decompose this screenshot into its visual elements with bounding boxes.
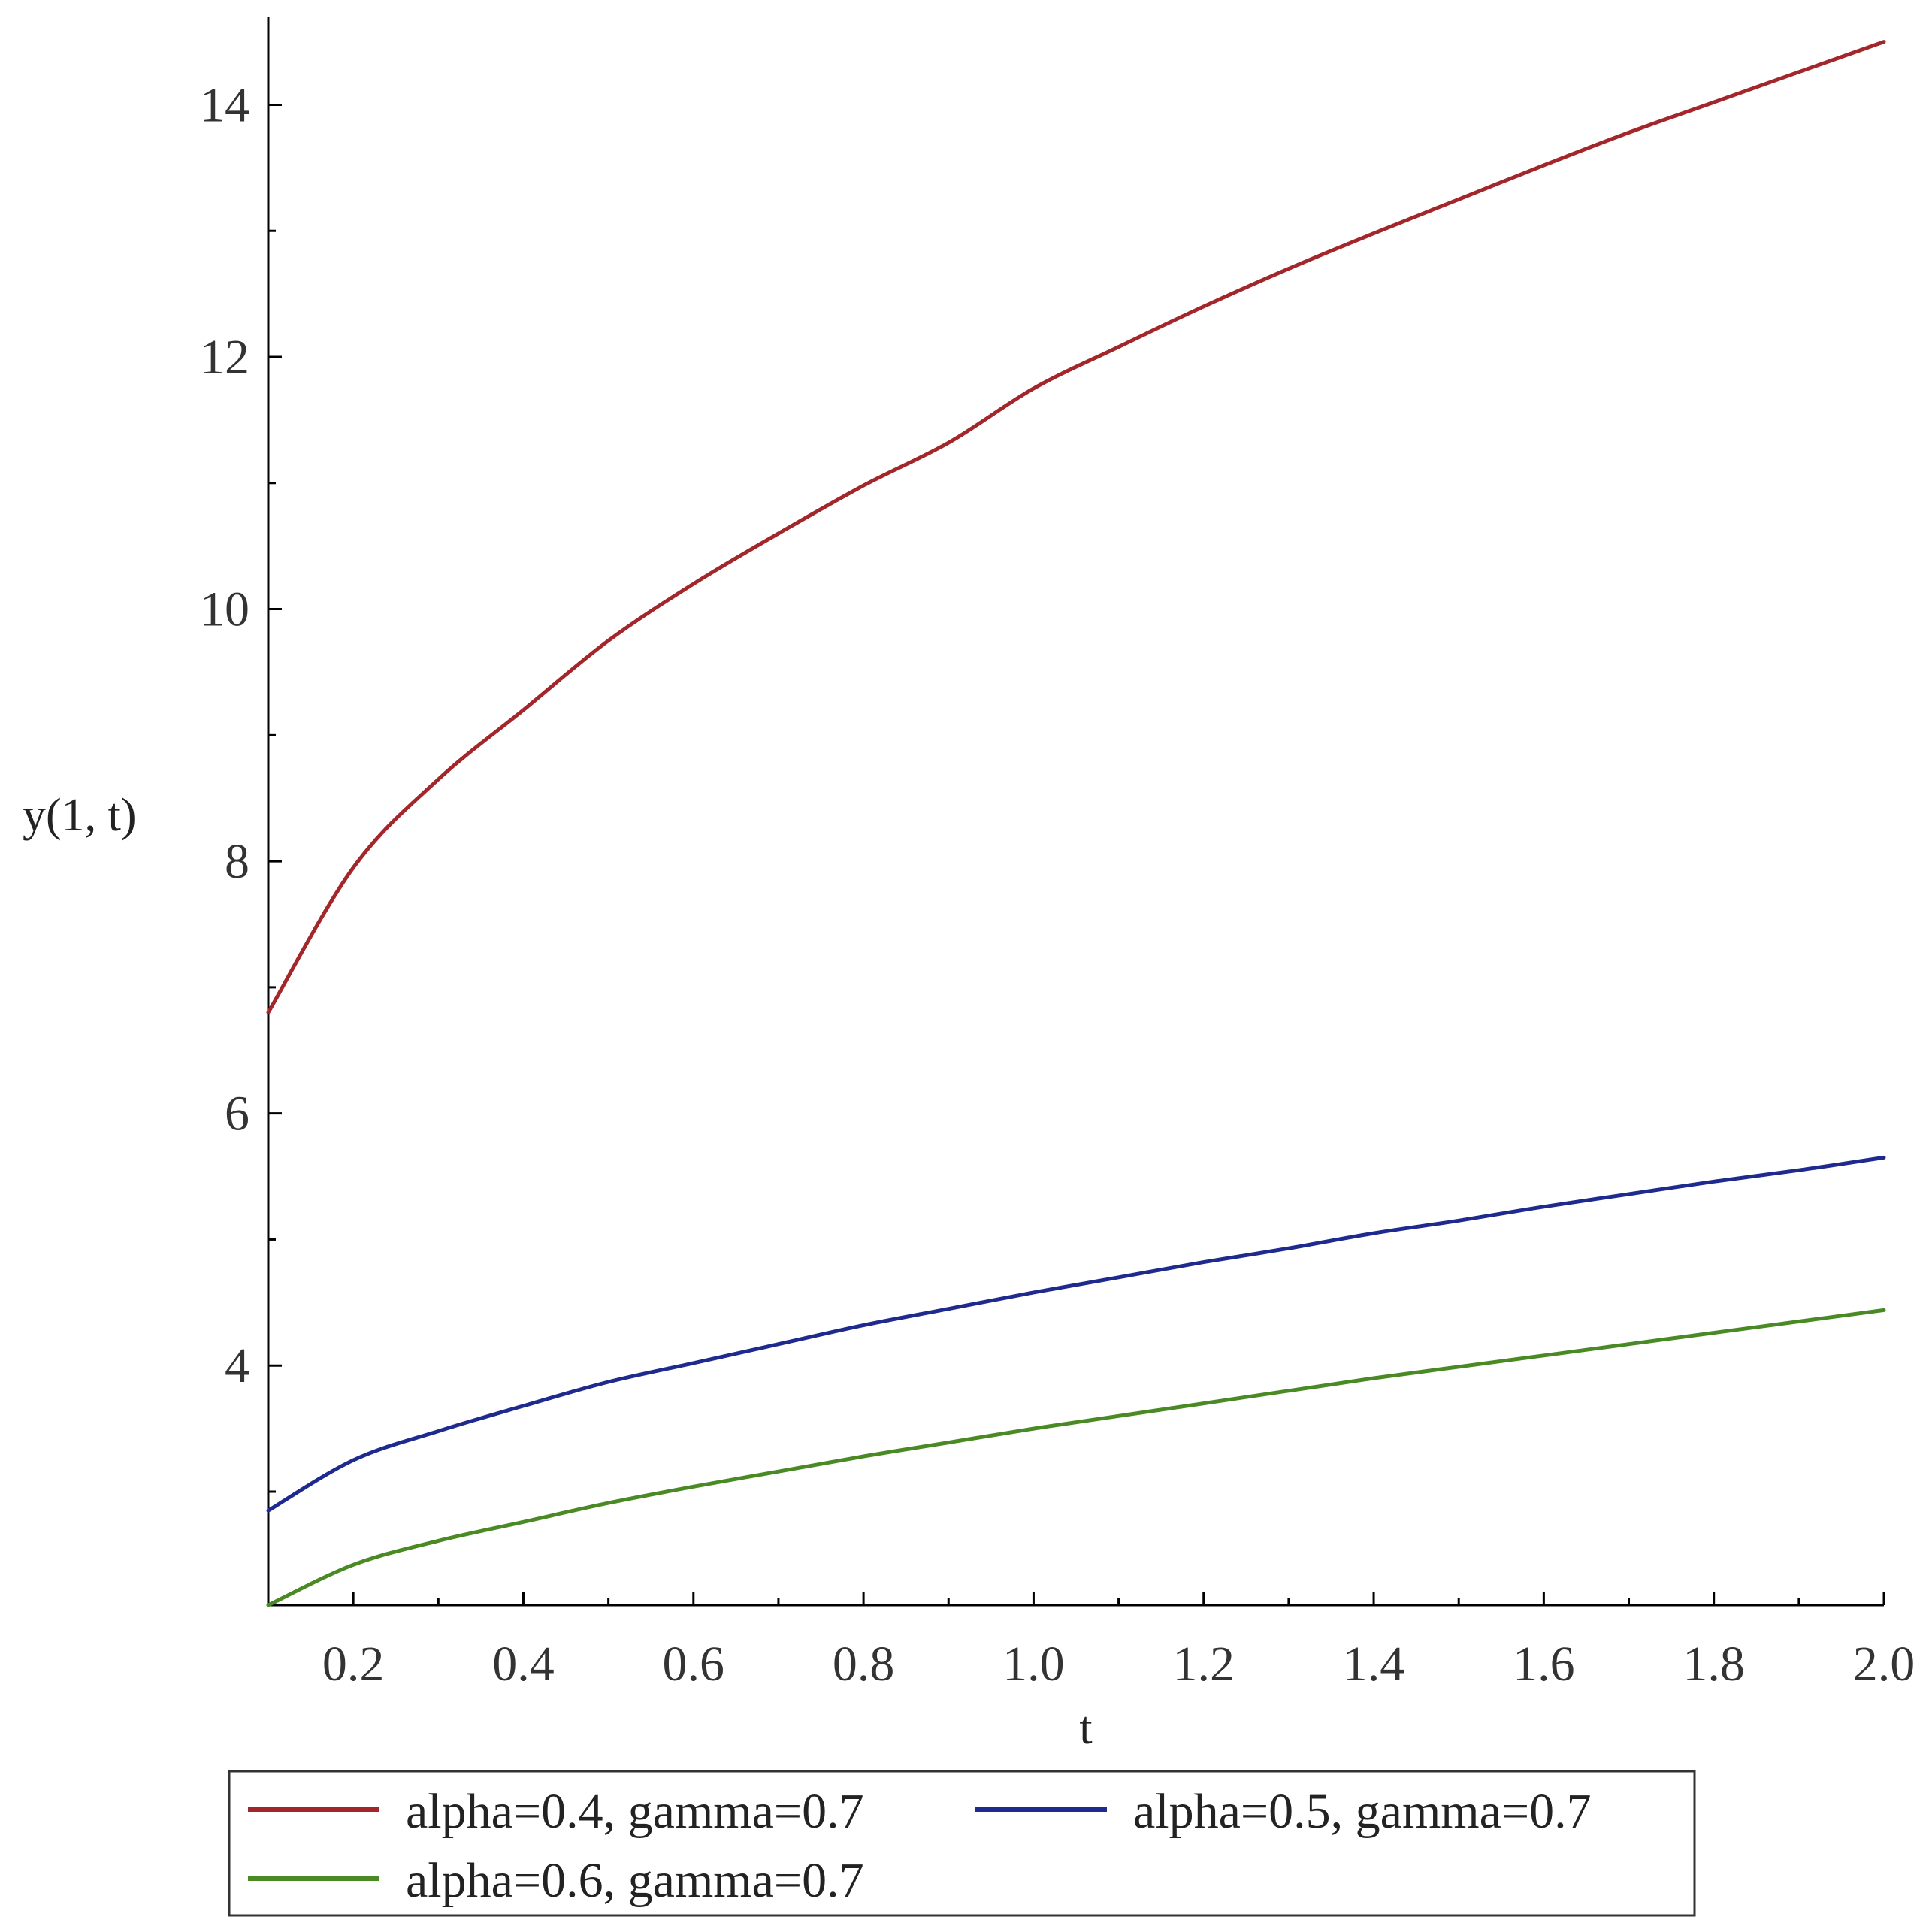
y-ticks — [268, 103, 282, 1493]
series-line-2 — [266, 1308, 1886, 1607]
x-ticks — [352, 1592, 1885, 1605]
y-tick-label: 10 — [200, 582, 249, 637]
y-tick-label: 14 — [200, 77, 249, 132]
series-line-0 — [266, 40, 1886, 1014]
x-tick-label: 1.6 — [1513, 1637, 1575, 1692]
legend-label-alpha-0-5: alpha=0.5, gamma=0.7 — [1133, 1784, 1592, 1839]
x-tick-label: 0.8 — [833, 1637, 895, 1692]
x-tick-label: 2.0 — [1853, 1637, 1915, 1692]
y-tick-label: 8 — [225, 834, 249, 889]
series-line-1 — [266, 1155, 1886, 1513]
y-tick-label: 12 — [200, 330, 249, 385]
y-tick-labels: 4 6 8 10 12 14 — [200, 77, 249, 1393]
series-lines — [266, 40, 1886, 1607]
y-tick-label: 6 — [225, 1087, 249, 1141]
legend-label-alpha-0-4: alpha=0.4, gamma=0.7 — [406, 1784, 864, 1839]
x-tick-label: 1.2 — [1172, 1637, 1235, 1692]
legend: alpha=0.4, gamma=0.7 alpha=0.5, gamma=0.… — [228, 1770, 1696, 1917]
x-tick-label: 0.6 — [663, 1637, 725, 1692]
x-tick-label: 1.4 — [1343, 1637, 1405, 1692]
x-axis-label: t — [1079, 1703, 1092, 1754]
x-tick-label: 0.4 — [492, 1637, 555, 1692]
y-axis-label: y(1, t) — [23, 790, 137, 841]
x-tick-label: 1.8 — [1683, 1637, 1745, 1692]
x-tick-label: 1.0 — [1002, 1637, 1065, 1692]
x-tick-label: 0.2 — [322, 1637, 385, 1692]
y-tick-label: 4 — [225, 1338, 249, 1393]
legend-label-alpha-0-6: alpha=0.6, gamma=0.7 — [406, 1853, 864, 1908]
legend-box — [228, 1770, 1696, 1917]
x-tick-labels: 0.2 0.4 0.6 0.8 1.0 1.2 1.4 1.6 1.8 2.0 — [322, 1637, 1915, 1692]
